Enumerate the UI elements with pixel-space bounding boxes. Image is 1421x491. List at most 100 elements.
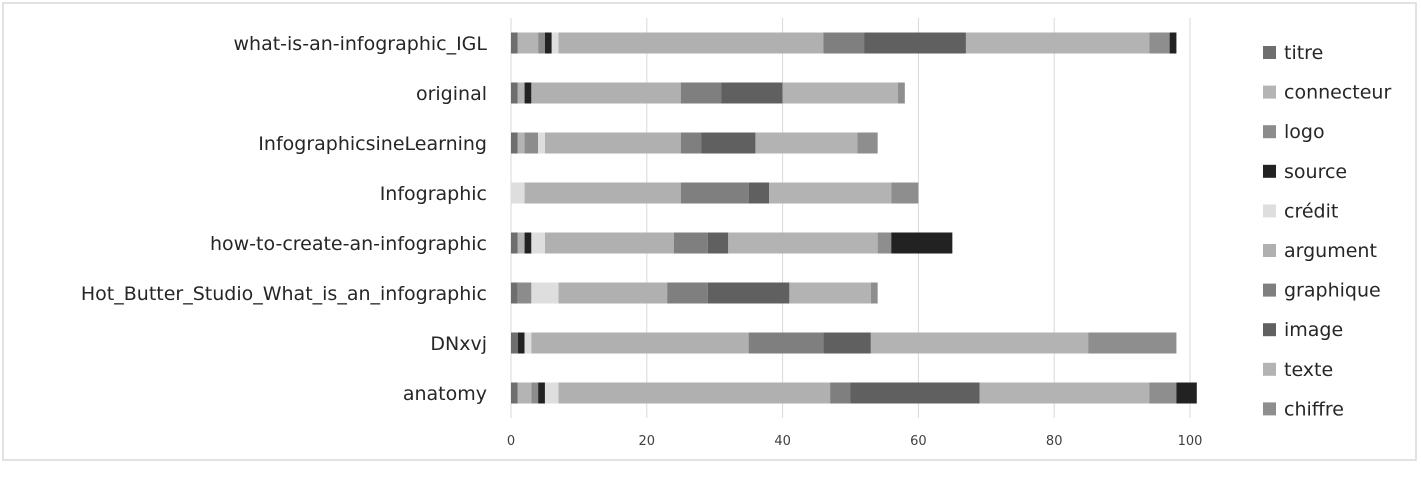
category-label: Hot_Butter_Studio_What_is_an_infographic <box>81 283 487 305</box>
bar-segment-connecteur <box>517 32 539 54</box>
bar-segment-texte <box>755 132 858 154</box>
bar-segment-image <box>707 282 790 304</box>
bar-segment-argument <box>558 382 831 404</box>
bar-segment-connecteur <box>517 132 525 154</box>
bar-segment-crédit <box>551 32 559 54</box>
bar-segment-texte <box>728 232 878 254</box>
bar-segment-image <box>701 132 756 154</box>
bar-segment-crédit <box>524 332 532 354</box>
bar-segment-chiffre <box>1088 332 1177 354</box>
bar-segment-graphique <box>673 232 708 254</box>
bar-segment-crédit <box>544 382 559 404</box>
legend-swatch <box>1263 164 1276 178</box>
bar-segment-logo <box>538 32 545 54</box>
legend-label: logo <box>1284 121 1325 143</box>
bar-segment-source <box>517 332 525 354</box>
bar-segment-extra <box>1169 32 1177 54</box>
category-label: how-to-create-an-infographic <box>210 233 487 255</box>
x-tick-label: 100 <box>1178 434 1203 449</box>
bar-segment-titre <box>511 282 518 304</box>
bar-segment-argument <box>531 82 681 104</box>
bar-segment-connecteur <box>517 382 532 404</box>
category-label: what-is-an-infographic_IGL <box>234 33 488 55</box>
bar-segment-titre <box>511 82 518 104</box>
legend-label: source <box>1284 161 1347 183</box>
bar-segment-texte <box>782 82 899 104</box>
bar-segment-graphique <box>680 182 749 204</box>
bar-segment-argument <box>544 132 681 154</box>
bar-segment-chiffre <box>891 182 919 204</box>
legend-swatch <box>1263 85 1276 99</box>
legend-label: titre <box>1284 42 1323 64</box>
x-tick-label: 20 <box>639 434 656 449</box>
x-tick-label: 80 <box>1046 434 1063 449</box>
legend-swatch <box>1263 402 1276 416</box>
bar-segment-graphique <box>748 332 824 354</box>
bar-segment-image <box>864 32 966 54</box>
legend: titre connecteur logo source crédit argument g… <box>1263 42 1391 420</box>
bar-segment-argument <box>544 232 674 254</box>
bar-segment-texte <box>979 382 1150 404</box>
category-labels: what-is-an-infographic_IGL original Infogr… <box>81 33 488 405</box>
bar-segment-texte <box>789 282 871 304</box>
bar-segment-argument <box>558 32 824 54</box>
bar-segment-argument <box>531 332 749 354</box>
bar-segment-graphique <box>667 282 708 304</box>
bar-segment-chiffre <box>1149 32 1170 54</box>
bar-segment-crédit <box>531 232 545 254</box>
bar-segment-image <box>748 182 770 204</box>
bar-segment-connecteur <box>517 232 525 254</box>
bar-segment-argument <box>524 182 681 204</box>
bar-segment-chiffre <box>877 232 892 254</box>
legend-label: argument <box>1284 240 1377 262</box>
bar-segment-texte <box>870 332 1089 354</box>
bar-segment-source <box>538 382 545 404</box>
x-tick-label: 40 <box>774 434 791 449</box>
legend-label: graphique <box>1284 280 1381 302</box>
bars <box>511 32 1197 404</box>
legend-swatch <box>1263 244 1276 257</box>
bar-segment-titre <box>511 32 518 54</box>
x-tick-label: 0 <box>507 434 515 449</box>
bar-segment-titre <box>511 132 518 154</box>
legend-swatch <box>1263 46 1276 59</box>
bar-segment-graphique <box>830 382 851 404</box>
bar-segment-titre <box>511 332 518 354</box>
bar-segment-logo <box>531 382 539 404</box>
bar-segment-titre <box>511 232 518 254</box>
bar-segment-logo <box>517 282 532 304</box>
bar-segment-chiffre <box>857 132 878 154</box>
bar-segment-image <box>721 82 783 104</box>
bar-segment-crédit <box>531 282 559 304</box>
bar-segment-chiffre <box>898 82 905 104</box>
legend-swatch <box>1263 323 1276 337</box>
bar-segment-connecteur <box>517 82 525 104</box>
bar-segment-crédit <box>538 132 545 154</box>
legend-swatch <box>1263 204 1276 218</box>
bar-segment-image <box>850 382 980 404</box>
x-tick-label: 60 <box>910 434 927 449</box>
legend-label: image <box>1284 319 1343 341</box>
bar-segment-source <box>524 232 532 254</box>
bar-segment-graphique <box>823 32 865 54</box>
bar-segment-logo <box>524 132 539 154</box>
legend-label: texte <box>1284 359 1333 381</box>
legend-label: connecteur <box>1284 82 1391 104</box>
legend-swatch <box>1263 362 1276 376</box>
bar-segment-source <box>524 82 532 104</box>
bar-segment-texte <box>965 32 1150 54</box>
bar-segment-image <box>823 332 871 354</box>
bar-segment-image <box>707 232 729 254</box>
bar-segment-chiffre <box>1149 382 1177 404</box>
category-label: DNxvj <box>430 333 487 355</box>
bar-segment-graphique <box>680 132 702 154</box>
category-label: InfographicsineLearning <box>258 133 487 155</box>
legend-label: chiffre <box>1284 398 1344 420</box>
bar-segment-source <box>544 32 552 54</box>
legend-swatch <box>1263 125 1276 139</box>
bar-segment-texte <box>769 182 892 204</box>
legend-swatch <box>1263 283 1276 297</box>
bar-segment-crédit <box>511 182 525 204</box>
